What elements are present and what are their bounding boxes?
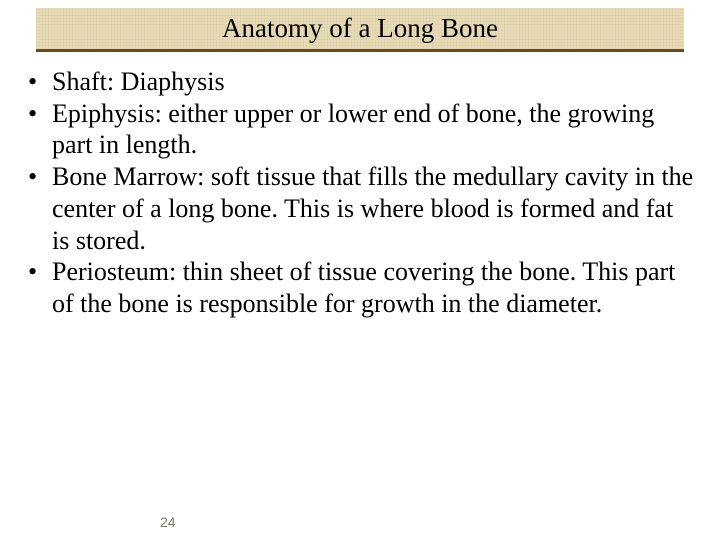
list-item: Shaft: Diaphysis <box>24 66 696 98</box>
title-banner: Anatomy of a Long Bone <box>36 8 684 52</box>
list-item: Epiphysis: either upper or lower end of … <box>24 98 696 161</box>
slide-title: Anatomy of a Long Bone <box>222 13 498 44</box>
bullet-list: Shaft: Diaphysis Epiphysis: either upper… <box>24 66 696 320</box>
list-item: Bone Marrow: soft tissue that fills the … <box>24 161 696 256</box>
content-area: Shaft: Diaphysis Epiphysis: either upper… <box>0 52 720 320</box>
list-item: Periosteum: thin sheet of tissue coverin… <box>24 256 696 319</box>
page-number: 24 <box>160 514 176 530</box>
